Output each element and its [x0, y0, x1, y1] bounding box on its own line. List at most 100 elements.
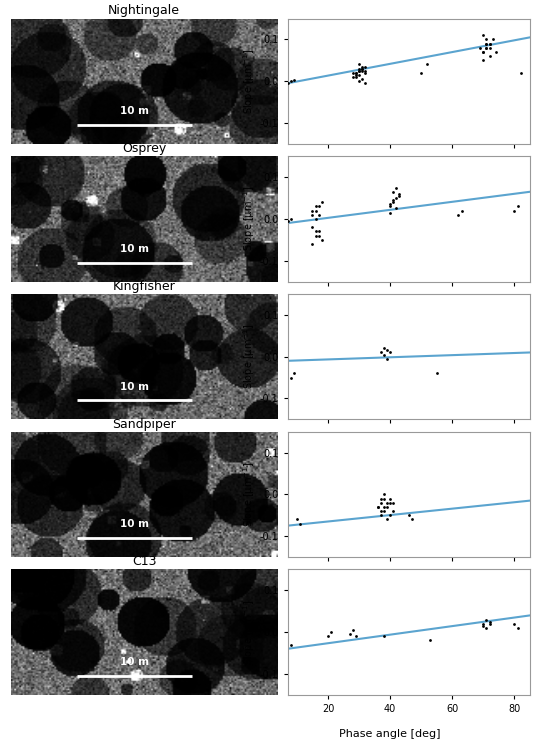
Point	[352, 630, 360, 642]
Point	[392, 192, 401, 204]
Y-axis label: Slope [μm$^{-1}$]: Slope [μm$^{-1}$]	[241, 186, 257, 251]
Point	[408, 513, 416, 525]
Point	[311, 204, 320, 216]
Point	[358, 62, 366, 74]
Point	[389, 196, 398, 208]
Point	[289, 367, 298, 379]
Point	[383, 353, 391, 365]
Point	[283, 215, 292, 227]
Point	[349, 624, 357, 636]
Point	[324, 630, 332, 642]
Point	[296, 518, 305, 530]
Point	[355, 69, 363, 81]
Point	[349, 71, 357, 83]
Point	[311, 201, 320, 212]
Point	[286, 372, 295, 383]
Point	[479, 618, 487, 630]
Point	[345, 629, 354, 640]
Point	[311, 213, 320, 225]
Point	[293, 513, 301, 525]
Point	[386, 346, 394, 358]
Point	[479, 46, 487, 58]
Point	[311, 225, 320, 237]
Point	[308, 204, 317, 216]
Point	[405, 509, 413, 521]
Text: 10 m: 10 m	[120, 657, 149, 667]
Title: C13: C13	[132, 555, 157, 568]
Point	[482, 38, 491, 50]
Point	[485, 616, 494, 628]
Point	[380, 348, 388, 360]
Point	[352, 67, 360, 79]
Text: Phase angle [deg]: Phase angle [deg]	[339, 730, 441, 739]
Point	[377, 493, 385, 504]
Point	[389, 186, 398, 198]
Point	[380, 493, 388, 504]
Point	[485, 42, 494, 53]
Title: Kingfisher: Kingfisher	[112, 280, 175, 293]
Point	[479, 54, 487, 66]
Point	[417, 67, 426, 79]
Point	[510, 204, 519, 216]
Title: Nightingale: Nightingale	[108, 4, 180, 17]
Point	[317, 196, 326, 208]
Point	[386, 207, 394, 218]
Point	[358, 62, 366, 74]
Point	[510, 618, 519, 630]
Point	[358, 61, 366, 73]
Point	[386, 497, 394, 509]
Point	[349, 67, 357, 79]
Point	[355, 65, 363, 77]
Point	[479, 29, 487, 41]
Point	[286, 639, 295, 651]
Point	[352, 67, 360, 79]
Point	[389, 194, 398, 206]
Y-axis label: Slope [μm$^{-1}$]: Slope [μm$^{-1}$]	[241, 324, 257, 389]
Point	[286, 213, 295, 225]
Point	[361, 67, 370, 79]
Point	[377, 509, 385, 521]
Point	[485, 51, 494, 62]
Point	[516, 67, 525, 79]
Point	[485, 38, 494, 50]
Point	[311, 230, 320, 241]
Point	[392, 203, 401, 215]
Point	[327, 626, 335, 638]
Text: 10 m: 10 m	[120, 106, 149, 116]
Point	[482, 614, 491, 626]
Point	[317, 234, 326, 246]
Point	[355, 59, 363, 71]
Point	[380, 488, 388, 500]
Point	[289, 74, 298, 86]
Point	[373, 501, 382, 513]
Point	[426, 635, 435, 646]
Point	[358, 65, 366, 77]
Point	[314, 201, 323, 212]
Point	[383, 501, 391, 513]
Point	[383, 345, 391, 357]
Point	[383, 497, 391, 509]
Point	[389, 505, 398, 517]
Point	[476, 42, 485, 53]
Point	[457, 204, 466, 216]
Point	[454, 209, 463, 221]
Point	[308, 238, 317, 250]
Point	[392, 181, 401, 193]
Point	[308, 221, 317, 233]
Point	[482, 42, 491, 53]
Point	[395, 188, 404, 200]
Point	[380, 505, 388, 517]
Point	[377, 346, 385, 358]
Point	[489, 33, 497, 45]
Point	[377, 497, 385, 509]
Point	[386, 509, 394, 521]
Point	[491, 46, 500, 58]
Title: Sandpiper: Sandpiper	[112, 418, 176, 431]
Point	[479, 46, 487, 58]
Text: 10 m: 10 m	[120, 382, 149, 392]
Point	[355, 75, 363, 87]
Point	[482, 622, 491, 634]
Point	[386, 493, 394, 504]
Point	[395, 190, 404, 202]
Point	[513, 201, 522, 212]
